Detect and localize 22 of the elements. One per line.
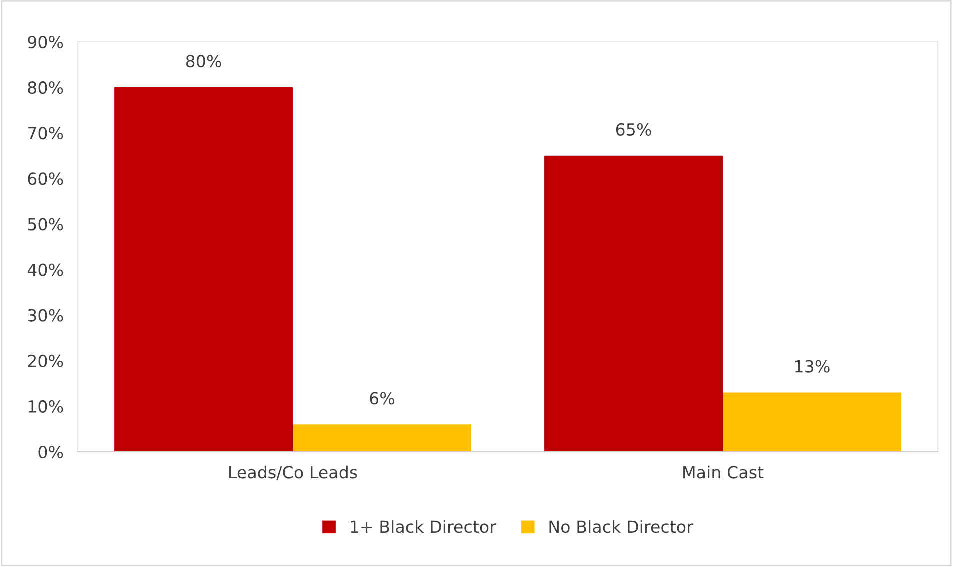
bar — [723, 392, 902, 452]
y-tick-label: 30% — [28, 309, 64, 322]
data-label: 13% — [796, 360, 830, 373]
y-tick-label: 40% — [28, 264, 64, 276]
bar — [114, 88, 293, 452]
data-label: 65% — [616, 123, 652, 136]
y-tick-label: 0% — [38, 446, 64, 459]
y-tick-label: 20% — [28, 354, 64, 368]
x-tick-label: Leads/Co Leads — [230, 466, 358, 480]
bar — [544, 156, 723, 452]
legend-label: 1+ Black Director — [351, 520, 496, 534]
bar — [293, 424, 472, 452]
data-label: 80% — [186, 55, 222, 68]
y-tick-label: 90% — [28, 36, 64, 49]
legend-label: No Black Director — [550, 520, 694, 534]
y-tick-label: 80% — [28, 82, 64, 94]
data-label: 6% — [370, 392, 395, 405]
y-tick-label: 10% — [28, 400, 64, 414]
y-tick-label: 70% — [28, 127, 64, 140]
x-tick-label: Main Cast — [684, 466, 764, 479]
y-tick-label: 50% — [28, 218, 64, 231]
y-tick-label: 60% — [28, 172, 64, 186]
